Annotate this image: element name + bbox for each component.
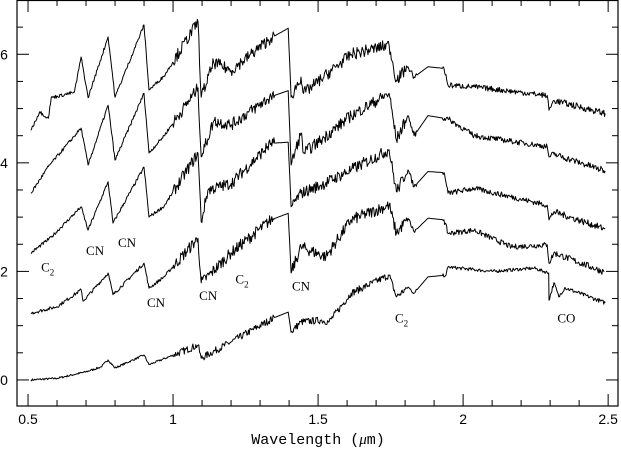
x-tick-label: 0.5: [18, 411, 38, 427]
x-tick-label: 2.5: [598, 411, 618, 427]
x-axis-label: Wavelength (μm): [251, 432, 385, 449]
x-tick-label: 1: [169, 411, 177, 427]
band-annotation: CN: [86, 243, 105, 258]
y-tick-label: 0: [0, 372, 8, 388]
spectrum-line-2: [30, 201, 605, 315]
band-annotation: C2: [41, 259, 54, 277]
axis-ticks: 0.5 1 1.5 2 2.5 0 2 4 6: [0, 0, 618, 427]
y-tick-label: 2: [0, 263, 8, 279]
x-tick-label: 2: [459, 411, 467, 427]
band-annotation: CN: [292, 278, 311, 293]
spectrum-line-3: [30, 137, 606, 254]
y-tick-label: 4: [0, 155, 8, 171]
spectrum-line-4: [30, 83, 606, 194]
band-annotation: CN: [118, 235, 137, 250]
annotations: C2 CN CN CN CN C2 CN C2 CO: [41, 235, 575, 328]
spectrum-line-1: [30, 265, 606, 382]
plot-frame: [16, 0, 619, 407]
band-annotation: C2: [235, 271, 248, 289]
spectrum-line-5: [30, 18, 606, 131]
band-annotation: CO: [557, 310, 575, 325]
band-annotation: C2: [395, 310, 408, 328]
spectra-lines: [30, 18, 606, 382]
y-tick-label: 6: [0, 46, 8, 62]
band-annotation: CN: [147, 295, 166, 310]
x-tick-label: 1.5: [308, 411, 328, 427]
band-annotation: CN: [199, 288, 218, 303]
